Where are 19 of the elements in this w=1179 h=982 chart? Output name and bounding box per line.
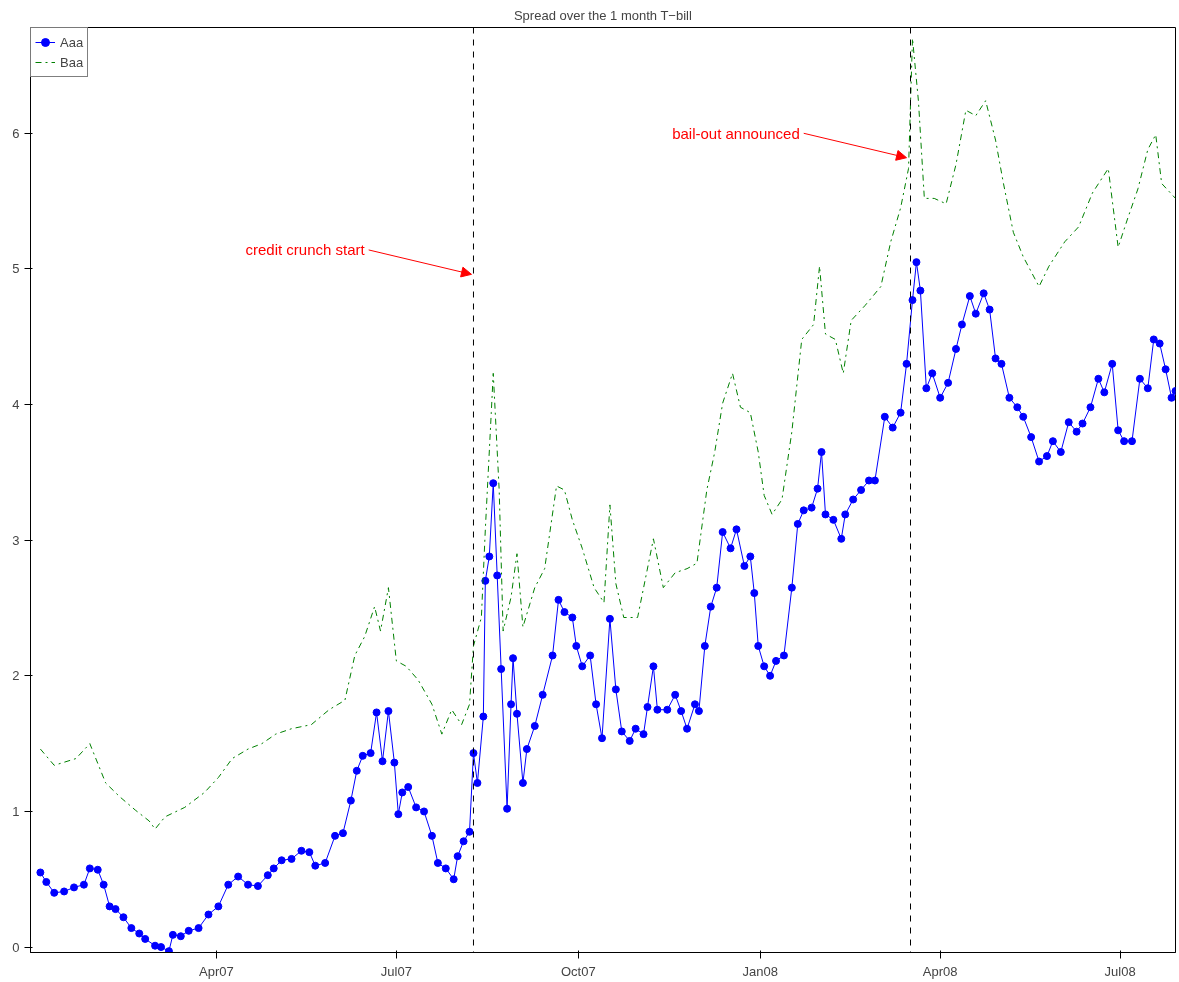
y-tick-label: 1 [12, 803, 20, 819]
x-tick-label: Jul08 [1104, 963, 1136, 979]
legend-label: Aaa [60, 34, 84, 50]
x-tick-label: Apr08 [922, 963, 958, 979]
legend-label: Baa [60, 54, 84, 70]
y-tick-label: 3 [12, 532, 20, 548]
y-tick-label: 4 [12, 397, 20, 413]
line-series [39, 37, 1176, 830]
x-tick-label: Jan08 [742, 963, 778, 979]
x-tick-label: Oct07 [560, 963, 596, 979]
annotation: bail-out announced [672, 124, 800, 142]
y-tick-label: 0 [12, 939, 20, 955]
y-tick-label: 2 [12, 668, 20, 684]
chart-title: Spread over the 1 month T−bill [513, 7, 692, 23]
y-tick-label: 5 [12, 261, 20, 277]
x-tick-label: Apr07 [199, 963, 234, 979]
y-tick-label: 6 [12, 125, 20, 141]
annotation: credit crunch start [245, 241, 366, 259]
x-tick-label: Jul07 [380, 963, 412, 979]
